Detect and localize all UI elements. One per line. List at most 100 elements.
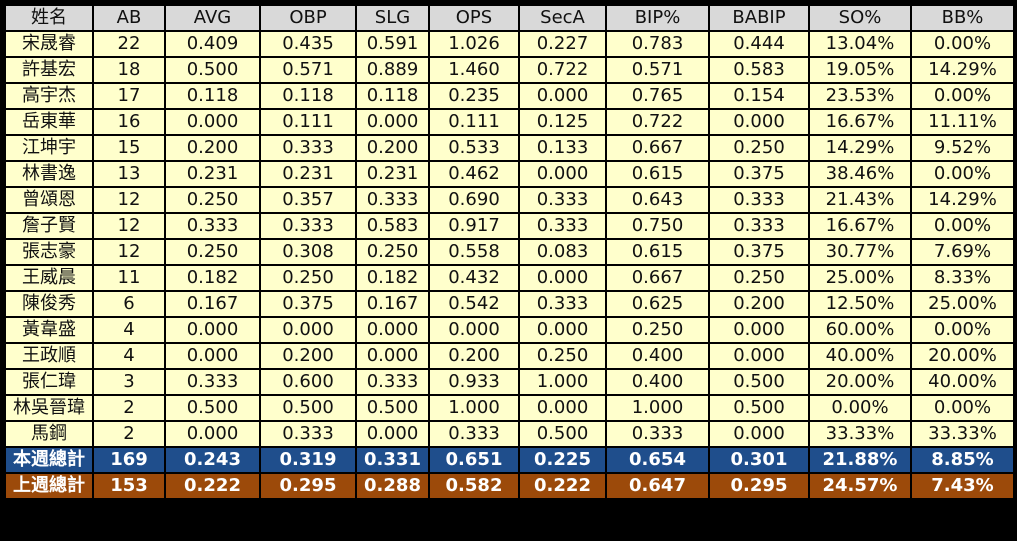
- stat-cell-avg: 0.409: [164, 30, 261, 58]
- stat-cell-babip: 0.375: [708, 160, 810, 188]
- stat-cell-seca: 0.133: [518, 134, 607, 162]
- total-cell-bip-pct: 0.654: [605, 446, 710, 474]
- stat-cell-bip-pct: 0.615: [605, 160, 710, 188]
- stat-cell-bb-pct: 7.69%: [910, 238, 1015, 266]
- stat-cell-bb-pct: 0.00%: [910, 30, 1015, 58]
- stats-table-container: 姓名 AB AVG OBP SLG OPS SecA BIP% BABIP SO% BB% 宋晟睿 2…: [4, 4, 1015, 537]
- total-cell-babip: 0.301: [708, 446, 810, 474]
- table-row: 張仁瑋 3 0.333 0.600 0.333 0.933 1.000 0.400 0.500 2…: [4, 368, 1015, 396]
- stat-cell-obp: 0.500: [259, 394, 357, 422]
- stat-cell-ab: 2: [92, 394, 166, 422]
- total-cell-bb-pct: 7.43%: [910, 472, 1015, 500]
- stat-cell-avg: 0.000: [164, 316, 261, 344]
- stat-cell-ops: 1.000: [428, 394, 520, 422]
- stat-cell-avg: 0.333: [164, 368, 261, 396]
- stat-cell-bip-pct: 0.615: [605, 238, 710, 266]
- column-header-obp: OBP: [259, 4, 357, 32]
- stat-cell-ab: 6: [92, 290, 166, 318]
- stat-cell-bb-pct: 0.00%: [910, 160, 1015, 188]
- stat-cell-avg: 0.500: [164, 56, 261, 84]
- player-name-cell: 許基宏: [4, 56, 94, 84]
- stat-cell-ops: 0.558: [428, 238, 520, 266]
- stat-cell-ab: 18: [92, 56, 166, 84]
- stat-cell-ops: 0.533: [428, 134, 520, 162]
- stat-cell-slg: 0.000: [355, 342, 430, 370]
- stat-cell-obp: 0.375: [259, 290, 357, 318]
- total-cell-babip: 0.295: [708, 472, 810, 500]
- header-row: 姓名 AB AVG OBP SLG OPS SecA BIP% BABIP SO% BB%: [4, 4, 1015, 32]
- stat-cell-so-pct: 16.67%: [808, 108, 912, 136]
- stat-cell-ab: 12: [92, 212, 166, 240]
- stat-cell-bip-pct: 0.333: [605, 420, 710, 448]
- stat-cell-ab: 17: [92, 82, 166, 110]
- table-row: 馬鋼 2 0.000 0.333 0.000 0.333 0.500 0.333 0.000 33…: [4, 420, 1015, 448]
- table-row: 黃韋盛 4 0.000 0.000 0.000 0.000 0.000 0.250 0.000 6…: [4, 316, 1015, 344]
- stat-cell-slg: 0.591: [355, 30, 430, 58]
- stat-cell-ops: 0.917: [428, 212, 520, 240]
- stat-cell-bb-pct: 0.00%: [910, 82, 1015, 110]
- stat-cell-avg: 0.000: [164, 342, 261, 370]
- stat-cell-so-pct: 0.00%: [808, 394, 912, 422]
- table-row: 江坤宇 15 0.200 0.333 0.200 0.533 0.133 0.667 0.250…: [4, 134, 1015, 162]
- stat-cell-slg: 0.182: [355, 264, 430, 292]
- total-cell-ab: 169: [92, 446, 166, 474]
- player-name-cell: 張仁瑋: [4, 368, 94, 396]
- stat-cell-bb-pct: 0.00%: [910, 394, 1015, 422]
- stat-cell-babip: 0.375: [708, 238, 810, 266]
- stat-cell-bip-pct: 0.722: [605, 108, 710, 136]
- stat-cell-slg: 0.000: [355, 108, 430, 136]
- stat-cell-bb-pct: 33.33%: [910, 420, 1015, 448]
- player-name-cell: 江坤宇: [4, 134, 94, 162]
- stat-cell-obp: 0.333: [259, 212, 357, 240]
- player-name-cell: 宋晟睿: [4, 30, 94, 58]
- stat-cell-bip-pct: 1.000: [605, 394, 710, 422]
- stat-cell-ab: 4: [92, 342, 166, 370]
- last-week-total-row: 上週總計 153 0.222 0.295 0.288 0.582 0.222 0.647 0.2…: [4, 472, 1015, 500]
- stat-cell-ab: 3: [92, 368, 166, 396]
- stat-cell-slg: 0.000: [355, 316, 430, 344]
- stat-cell-obp: 0.308: [259, 238, 357, 266]
- stat-cell-babip: 0.333: [708, 186, 810, 214]
- stat-cell-so-pct: 19.05%: [808, 56, 912, 84]
- table-row: 許基宏 18 0.500 0.571 0.889 1.460 0.722 0.571 0.583…: [4, 56, 1015, 84]
- table-row: 王政順 4 0.000 0.200 0.000 0.200 0.250 0.400 0.000 4…: [4, 342, 1015, 370]
- total-cell-ops: 0.651: [428, 446, 520, 474]
- stat-cell-bip-pct: 0.765: [605, 82, 710, 110]
- batting-stats-table: 姓名 AB AVG OBP SLG OPS SecA BIP% BABIP SO% BB% 宋晟睿 2…: [4, 4, 1015, 500]
- stat-cell-babip: 0.000: [708, 108, 810, 136]
- stat-cell-seca: 0.250: [518, 342, 607, 370]
- stat-cell-bip-pct: 0.750: [605, 212, 710, 240]
- player-name-cell: 林書逸: [4, 160, 94, 188]
- stat-cell-babip: 0.000: [708, 420, 810, 448]
- stat-cell-babip: 0.583: [708, 56, 810, 84]
- stat-cell-obp: 0.000: [259, 316, 357, 344]
- stat-cell-obp: 0.571: [259, 56, 357, 84]
- stat-cell-obp: 0.333: [259, 420, 357, 448]
- total-label-cell: 本週總計: [4, 446, 94, 474]
- table-row: 陳俊秀 6 0.167 0.375 0.167 0.542 0.333 0.625 0.200 1…: [4, 290, 1015, 318]
- stat-cell-bb-pct: 25.00%: [910, 290, 1015, 318]
- total-cell-seca: 0.222: [518, 472, 607, 500]
- stat-cell-slg: 0.889: [355, 56, 430, 84]
- player-name-cell: 黃韋盛: [4, 316, 94, 344]
- stat-cell-so-pct: 23.53%: [808, 82, 912, 110]
- stat-cell-obp: 0.200: [259, 342, 357, 370]
- stat-cell-so-pct: 16.67%: [808, 212, 912, 240]
- stat-cell-slg: 0.231: [355, 160, 430, 188]
- table-row: 林吳晉瑋 2 0.500 0.500 0.500 1.000 0.000 1.000 0.500…: [4, 394, 1015, 422]
- player-name-cell: 王政順: [4, 342, 94, 370]
- stat-cell-bip-pct: 0.571: [605, 56, 710, 84]
- stat-cell-babip: 0.500: [708, 368, 810, 396]
- stat-cell-so-pct: 30.77%: [808, 238, 912, 266]
- stat-cell-seca: 0.333: [518, 290, 607, 318]
- stat-cell-so-pct: 40.00%: [808, 342, 912, 370]
- total-cell-avg: 0.243: [164, 446, 261, 474]
- player-name-cell: 詹子賢: [4, 212, 94, 240]
- stat-cell-so-pct: 20.00%: [808, 368, 912, 396]
- total-cell-ab: 153: [92, 472, 166, 500]
- stat-cell-obp: 0.435: [259, 30, 357, 58]
- table-row: 張志豪 12 0.250 0.308 0.250 0.558 0.083 0.615 0.375…: [4, 238, 1015, 266]
- stat-cell-babip: 0.250: [708, 134, 810, 162]
- table-row: 曾頌恩 12 0.250 0.357 0.333 0.690 0.333 0.643 0.333…: [4, 186, 1015, 214]
- stat-cell-avg: 0.167: [164, 290, 261, 318]
